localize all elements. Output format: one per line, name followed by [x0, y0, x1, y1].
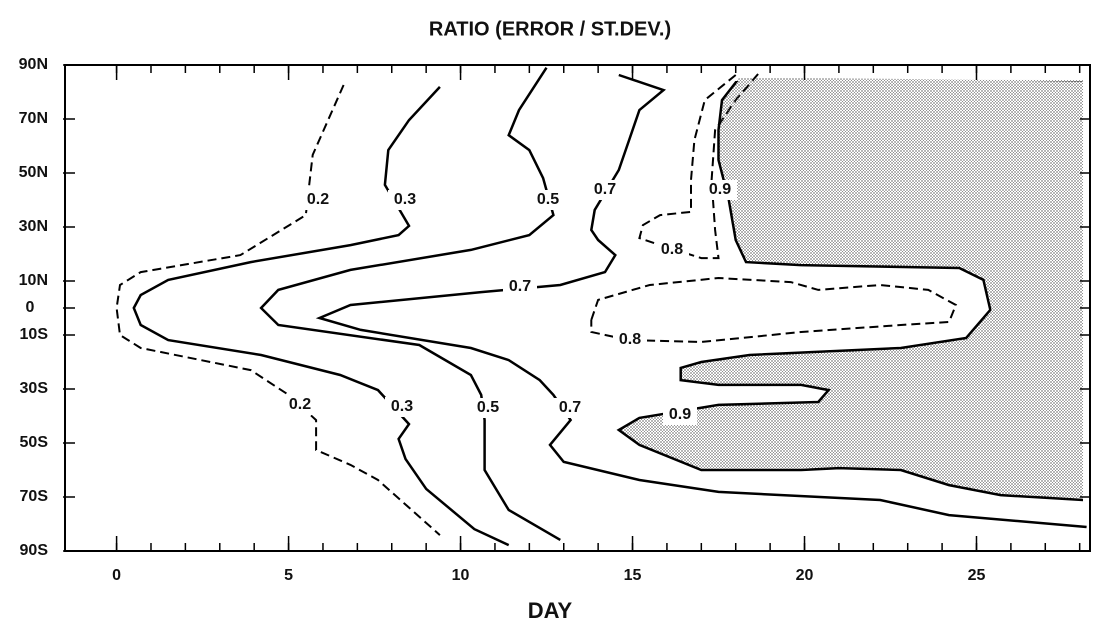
chart-title: RATIO (ERROR / ST.DEV.) — [429, 18, 671, 40]
x-tick-label: 0 — [112, 567, 121, 584]
contour-label-bg — [503, 277, 537, 297]
contour-label: 0.3 — [394, 191, 416, 208]
contour-label: 0.8 — [661, 241, 683, 258]
x-tick-label: 5 — [284, 567, 293, 584]
contour-label-bg — [553, 398, 587, 418]
y-tick-label: 70N — [19, 110, 48, 127]
x-tick-label: 25 — [968, 567, 986, 584]
contour-line — [616, 81, 1083, 502]
contour-label: 0.9 — [709, 181, 731, 198]
y-tick-label: 10N — [19, 272, 48, 289]
x-tick-label: 10 — [452, 567, 470, 584]
y-tick-label: 50N — [19, 164, 48, 181]
x-tick-label: 15 — [624, 567, 642, 584]
contour-label: 0.5 — [477, 399, 499, 416]
contour-label: 0.8 — [619, 331, 641, 348]
contour-line — [590, 276, 958, 344]
y-tick-label: 30S — [20, 380, 49, 397]
contour-label: 0.7 — [559, 399, 581, 416]
plot-area: 0.2 0.2 0.3 0.3 0.5 0.5 0.7 0.7 0.7 0.8 0.8 0.9 0.9 — [115, 67, 1087, 547]
y-tick-label: 90S — [20, 542, 49, 559]
contour-label: 0.2 — [289, 396, 311, 413]
contour-line — [115, 84, 441, 536]
contour-label: 0.9 — [669, 406, 691, 423]
y-tick-label: 50S — [20, 434, 49, 451]
contour-label-bg — [283, 395, 317, 415]
contour-label: 0.5 — [537, 191, 559, 208]
y-tick-label: 10S — [20, 326, 49, 343]
contour-line — [638, 71, 761, 260]
contour-line — [259, 67, 561, 541]
y-tick-label: 30N — [19, 218, 48, 235]
contour-label-bg — [588, 180, 622, 200]
contour-label-bg — [655, 240, 689, 260]
contour-label-bg — [385, 397, 419, 417]
y-tick-label: 70S — [20, 488, 49, 505]
x-tick-label: 20 — [796, 567, 814, 584]
contour-label-bg — [388, 190, 422, 210]
contour-label-bg — [471, 398, 505, 418]
y-tick-label: 90N — [19, 56, 48, 73]
shaded-region — [618, 78, 1084, 500]
contour-label-bg — [613, 330, 647, 350]
contour-label-bg — [703, 180, 737, 200]
contour-label: 0.2 — [307, 191, 329, 208]
contour-label-bg — [301, 190, 335, 210]
contour-label: 0.3 — [391, 398, 413, 415]
contour-label-bg — [531, 190, 565, 210]
x-axis-label: DAY — [528, 598, 573, 623]
contour-label-bg — [663, 405, 697, 425]
y-tick-label: 0 — [26, 299, 35, 316]
contour-label: 0.7 — [509, 278, 531, 295]
contour-label: 0.7 — [594, 181, 616, 198]
